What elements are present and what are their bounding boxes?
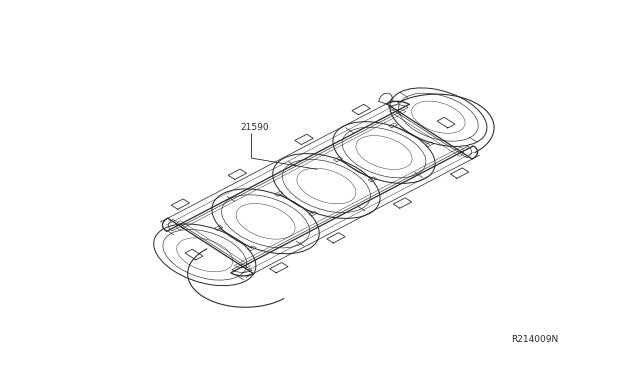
Text: R214009N: R214009N [511, 335, 558, 344]
Text: 21590: 21590 [240, 123, 269, 132]
